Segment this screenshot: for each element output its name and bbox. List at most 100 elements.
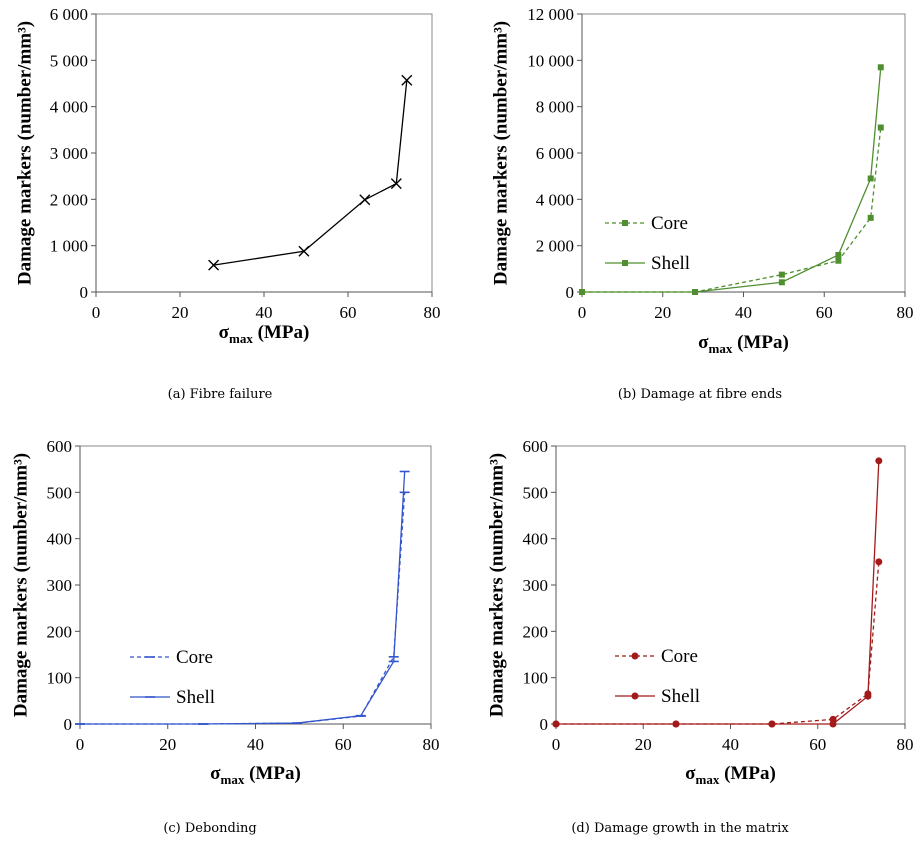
y-tick-label: 600: [47, 437, 73, 456]
data-point: [359, 194, 371, 206]
plot-frame: [95, 13, 433, 293]
x-tick-label: 60: [340, 303, 357, 322]
y-tick-label: 2 000: [50, 190, 88, 209]
x-axis-label-subscript: max: [709, 341, 733, 356]
x-tick-label: 40: [735, 303, 752, 322]
y-tick-label: 4 000: [536, 190, 574, 209]
x-axis-label-subscript: max: [696, 772, 720, 787]
series-line-core: [80, 492, 406, 725]
x-tick-label: 20: [159, 735, 176, 754]
figure-caption: (c) Debonding: [163, 821, 256, 836]
legend-label-shell: Shell: [661, 686, 700, 707]
legend-label-core: Core: [651, 213, 688, 234]
data-point: [877, 64, 884, 71]
x-axis-label-unit: (MPa): [253, 322, 309, 343]
x-tick-label: 80: [897, 735, 914, 754]
data-point: [829, 720, 837, 728]
y-tick-label: 300: [47, 576, 73, 595]
marker-x-stroke: [390, 178, 402, 190]
x-axis-label-subscript: max: [221, 772, 245, 787]
x-tick-label: 40: [247, 735, 264, 754]
x-axis-label: σmax (MPa): [685, 763, 776, 787]
marker-x-stroke: [208, 259, 220, 271]
data-point: [867, 175, 874, 182]
x-tick-label: 60: [809, 735, 826, 754]
y-tick-label: 500: [523, 483, 549, 502]
data-point: [552, 720, 560, 728]
x-axis-label-main: σ: [210, 763, 221, 784]
y-tick-label: 0: [566, 283, 575, 302]
data-point: [778, 279, 785, 286]
legend-label-shell: Shell: [176, 687, 215, 708]
x-axis-label: σmax (MPa): [210, 763, 301, 787]
y-tick-label: 600: [523, 437, 549, 456]
y-tick-label: 100: [523, 669, 549, 688]
legend-marker-shell: [631, 692, 639, 700]
legend-label-core: Core: [661, 646, 698, 667]
data-point: [835, 257, 842, 264]
figure-caption: (b) Damage at fibre ends: [618, 387, 782, 402]
series-line-shell: [582, 67, 882, 293]
legend-marker-shell: [622, 260, 628, 266]
series-line-shell: [80, 471, 406, 725]
x-axis-label: σmax (MPa): [698, 332, 789, 356]
plot-frame: [581, 13, 906, 293]
y-tick-label: 200: [523, 622, 549, 641]
x-axis-label: σmax (MPa): [219, 322, 310, 346]
figure-caption: (a) Fibre failure: [168, 387, 273, 402]
data-point: [579, 289, 585, 295]
x-axis-label-unit: (MPa): [732, 332, 788, 353]
y-tick-label: 6 000: [50, 5, 88, 24]
y-tick-label: 0: [64, 715, 73, 734]
x-axis-label-main: σ: [685, 763, 696, 784]
x-tick-label: 40: [722, 735, 739, 754]
x-axis-label-main: σ: [698, 332, 709, 353]
y-tick-label: 0: [80, 283, 89, 302]
x-tick-label: 60: [816, 303, 833, 322]
y-axis-label: Damage markers (number/mm³): [11, 453, 32, 717]
y-tick-label: 12 000: [527, 5, 574, 24]
series-line-core: [582, 127, 882, 293]
data-point: [401, 74, 413, 86]
data-point: [778, 271, 785, 278]
y-tick-label: 5 000: [50, 51, 88, 70]
y-tick-label: 500: [47, 483, 73, 502]
plot-frame: [555, 445, 906, 725]
y-tick-label: 400: [47, 530, 73, 549]
y-tick-label: 8 000: [536, 98, 574, 117]
chart-panel-a: 0 1 000 2 000 3 000 4 000 5 000 6 000 0 20 40 60 80…: [15, 5, 441, 402]
marker-x-stroke: [359, 194, 371, 206]
y-tick-label: 2 000: [536, 237, 574, 256]
x-tick-label: 20: [635, 735, 652, 754]
data-point: [877, 124, 884, 131]
y-tick-label: 400: [523, 530, 549, 549]
y-tick-label: 100: [47, 669, 73, 688]
y-axis-label: Damage markers (number/mm³): [491, 21, 512, 285]
data-point: [390, 178, 402, 190]
legend-label-core: Core: [176, 647, 213, 668]
data-point: [692, 289, 699, 295]
y-tick-label: 0: [540, 715, 549, 734]
x-tick-label: 40: [256, 303, 273, 322]
data-point: [835, 251, 842, 258]
data-point: [864, 692, 872, 700]
series-line-main: [213, 80, 408, 266]
data-point: [298, 245, 310, 257]
y-axis-label: Damage markers (number/mm³): [487, 453, 508, 717]
figure-caption: (d) Damage growth in the matrix: [571, 821, 789, 836]
chart-panel-c: 0 100 200 300 400 500 600 0 20 40 60 80 Damage marke…: [11, 437, 440, 836]
data-point: [768, 720, 776, 728]
x-tick-label: 80: [897, 303, 914, 322]
chart-panel-d: 0 100 200 300 400 500 600 0 20 40 60 80 Damage marke…: [487, 437, 914, 836]
marker-x-stroke: [401, 74, 413, 86]
data-point: [672, 720, 680, 728]
y-tick-label: 6 000: [536, 144, 574, 163]
x-axis-label-unit: (MPa): [719, 763, 775, 784]
data-point: [875, 558, 883, 566]
y-tick-label: 1 000: [50, 237, 88, 256]
plot-frame: [79, 445, 432, 725]
x-axis-label-main: σ: [219, 322, 230, 343]
x-tick-label: 60: [335, 735, 352, 754]
x-tick-label: 0: [578, 303, 587, 322]
